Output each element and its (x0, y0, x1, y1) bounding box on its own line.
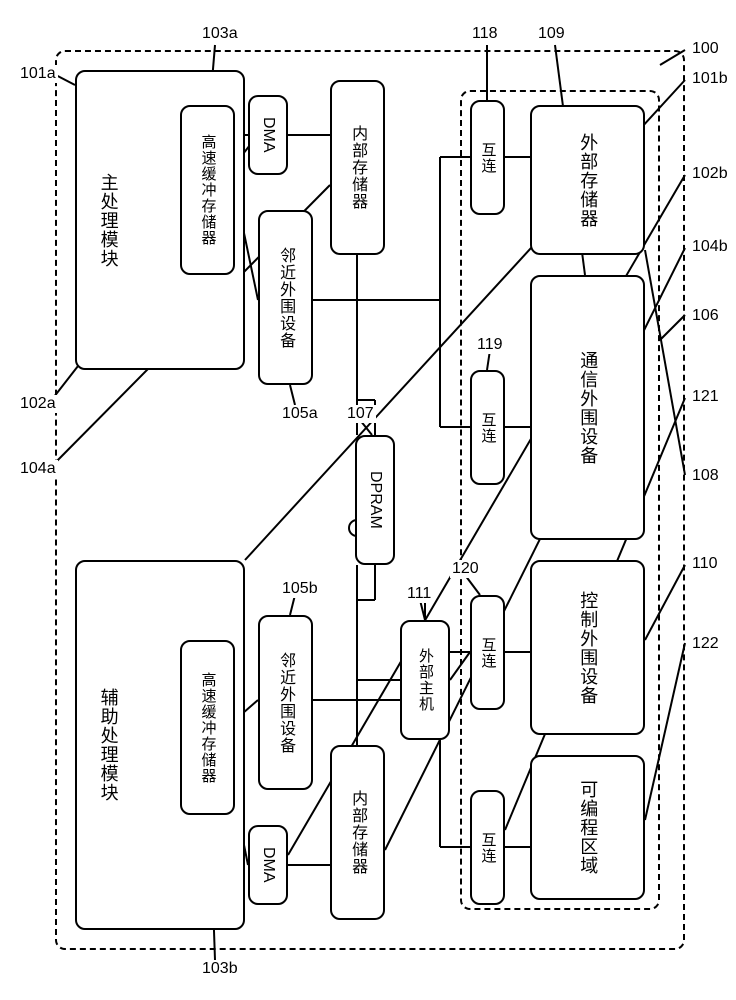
ref-101b: 101b (690, 70, 730, 88)
ref-107: 107 (345, 405, 376, 423)
near-periph-b-label: 邻近外围设备 (276, 652, 295, 754)
interconnect-1: 互连 (470, 100, 505, 215)
dma-b: DMA (248, 825, 288, 905)
ref-111: 111 (405, 585, 433, 603)
aux-proc-label: 辅助处理模块 (97, 688, 119, 802)
control-peripheral: 控制外围设备 (530, 560, 645, 735)
ref-121: 121 (690, 388, 721, 406)
ref-102b: 102b (690, 165, 730, 183)
ref-108: 108 (690, 467, 721, 485)
cache-memory-b: 高速缓冲存储器 (180, 640, 235, 815)
interconnect-3: 互连 (470, 595, 505, 710)
interconnect-4: 互连 (470, 790, 505, 905)
near-peripheral-b: 邻近外围设备 (258, 615, 313, 790)
ref-103a: 103a (200, 25, 240, 43)
ref-122: 122 (690, 635, 721, 653)
ref-105b: 105b (280, 580, 320, 598)
ref-104b: 104b (690, 238, 730, 256)
ref-120: 120 (450, 560, 481, 578)
internal-memory-a: 内部存储器 (330, 80, 385, 255)
dpram-label: DPRAM (367, 471, 383, 529)
ref-103b: 103b (200, 960, 240, 978)
ref-118: 118 (470, 25, 500, 43)
dma-a-label: DMA (260, 117, 276, 153)
near-periph-a-label: 邻近外围设备 (276, 247, 295, 349)
cache-b-label: 高速缓冲存储器 (199, 672, 217, 784)
interconnect-2: 互连 (470, 370, 505, 485)
ref-102a: 102a (18, 395, 58, 413)
cache-a-label: 高速缓冲存储器 (199, 134, 217, 246)
external-host: 外部主机 (400, 620, 450, 740)
communication-peripheral: 通信外围设备 (530, 275, 645, 540)
cache-memory-a: 高速缓冲存储器 (180, 105, 235, 275)
inter1-label: 互连 (479, 142, 497, 174)
ref-104a: 104a (18, 460, 58, 478)
dma-b-label: DMA (260, 847, 276, 883)
dpram: DPRAM (355, 435, 395, 565)
main-proc-label: 主处理模块 (97, 173, 119, 268)
internal-memory-b: 内部存储器 (330, 745, 385, 920)
prog-area-label: 可编程区域 (577, 780, 599, 875)
ref-101a: 101a (18, 65, 58, 83)
ref-119: 119 (475, 336, 505, 354)
near-peripheral-a: 邻近外围设备 (258, 210, 313, 385)
ext-mem-label: 外部存储器 (577, 133, 599, 228)
comm-periph-label: 通信外围设备 (577, 351, 599, 465)
int-mem-b-label: 内部存储器 (348, 790, 367, 875)
programmable-area: 可编程区域 (530, 755, 645, 900)
ext-host-label: 外部主机 (416, 648, 434, 712)
ctrl-periph-label: 控制外围设备 (577, 591, 599, 705)
ref-110: 110 (690, 555, 720, 573)
ref-105a: 105a (280, 405, 320, 423)
inter2-label: 互连 (479, 412, 497, 444)
dma-a: DMA (248, 95, 288, 175)
ref-106: 106 (690, 307, 721, 325)
int-mem-a-label: 内部存储器 (348, 125, 367, 210)
ref-109: 109 (536, 25, 567, 43)
diagram-canvas: 主处理模块 高速缓冲存储器 辅助处理模块 高速缓冲存储器 DMA DMA 邻近外… (0, 0, 736, 1000)
inter3-label: 互连 (479, 637, 497, 669)
ref-100: 100 (690, 40, 721, 58)
external-memory: 外部存储器 (530, 105, 645, 255)
inter4-label: 互连 (479, 832, 497, 864)
